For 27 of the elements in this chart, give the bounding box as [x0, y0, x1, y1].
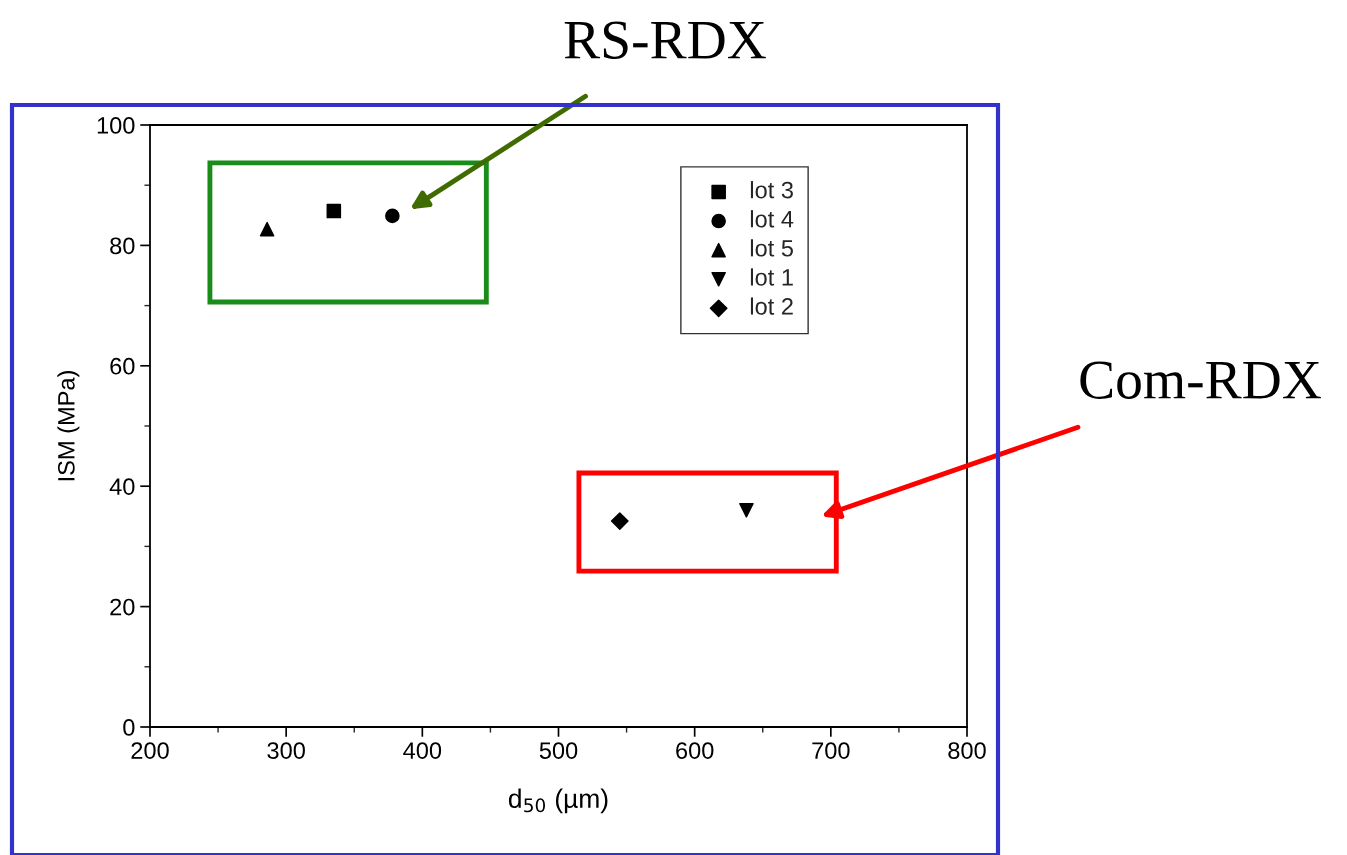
point: [610, 512, 629, 531]
legend-label: lot 5: [750, 239, 793, 257]
legend-label: lot 3: [750, 181, 793, 199]
legend-label: lot 4: [750, 210, 794, 228]
legend-label: lot 1: [750, 268, 793, 286]
x-tick-label: 600: [676, 742, 714, 759]
point: [385, 208, 400, 224]
y-tick-label: 40: [109, 478, 135, 495]
point: [326, 203, 342, 219]
x-tick-label: 700: [812, 742, 850, 759]
legend-label: lot 2: [750, 297, 793, 315]
point: [739, 502, 754, 518]
y-tick-label: 0: [123, 719, 135, 736]
point: [259, 221, 275, 237]
y-tick-label: 100: [97, 117, 135, 134]
y-axis-title: ISM (MPa): [57, 371, 80, 481]
text: RS-RDX: [564, 21, 766, 59]
x-tick-label: 200: [131, 742, 169, 759]
y-tick-label: 60: [110, 357, 135, 375]
x-tick-label: 800: [948, 742, 986, 759]
x-tick-label: 500: [539, 742, 578, 759]
text: Com-RDX: [1080, 361, 1321, 399]
x-tick-label: 400: [403, 742, 442, 759]
y-tick-label: 20: [110, 598, 135, 616]
x-tick-label: 300: [267, 742, 305, 759]
x-axis-title: d$_{50}$ (µm): [508, 788, 608, 814]
y-tick-label: 80: [110, 237, 135, 255]
